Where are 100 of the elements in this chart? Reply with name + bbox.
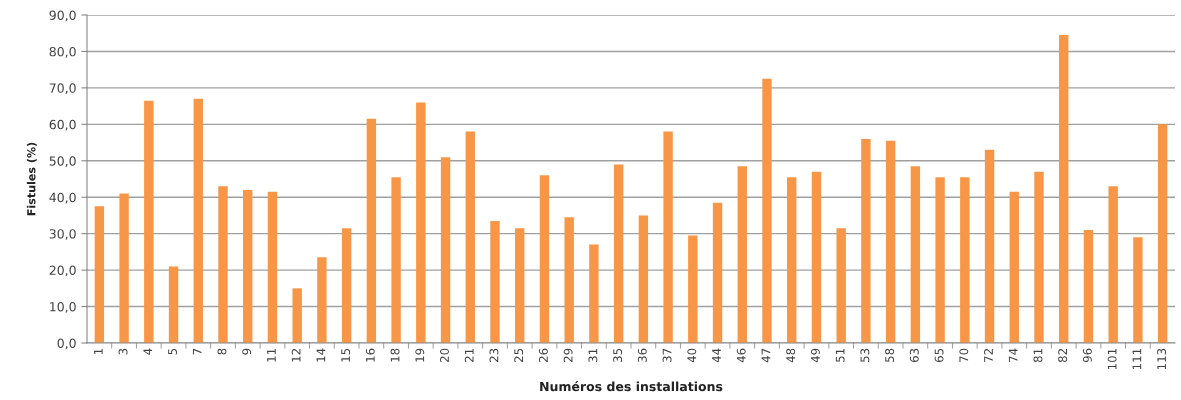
x-tick-label: 23: [489, 348, 499, 363]
x-tick-label: 21: [464, 348, 474, 363]
x-tick-label: 12: [291, 349, 301, 362]
bar: [613, 164, 624, 343]
x-tick-label: 18: [390, 348, 400, 362]
x-tick-label: 47: [761, 348, 771, 363]
bar: [366, 118, 377, 343]
x-tick-label: 82: [1058, 349, 1068, 363]
bar: [119, 193, 129, 343]
bar: [836, 228, 846, 343]
x-tick-label: 19: [415, 348, 425, 362]
x-tick-label: 40: [687, 348, 697, 363]
y-tick-label: 40,0: [49, 192, 76, 204]
bar: [539, 175, 550, 343]
bar: [391, 177, 401, 343]
bar: [168, 266, 179, 343]
x-tick-label: 101: [1107, 348, 1117, 370]
bar: [1034, 171, 1044, 343]
x-tick-label: 26: [538, 348, 548, 363]
x-tick-label: 3: [118, 348, 128, 355]
bar: [416, 102, 426, 343]
x-tick-label: 113: [1157, 348, 1167, 370]
x-tick-label: 53: [860, 348, 870, 362]
x-tick-label: 48: [786, 348, 796, 363]
bar: [811, 171, 822, 343]
y-axis-title: Fistules (%): [26, 142, 37, 216]
y-tick-label: 50,0: [49, 156, 76, 167]
bar: [515, 228, 525, 343]
bar: [688, 235, 698, 343]
x-axis-title: Numéros des installations: [540, 381, 723, 392]
bar: [1133, 237, 1143, 343]
bar: [960, 177, 970, 343]
bar: [787, 177, 797, 343]
x-tick-label: 65: [934, 348, 944, 363]
bar: [737, 166, 747, 343]
bar: [638, 215, 649, 343]
x-tick-label: 29: [563, 348, 573, 363]
x-tick-label: 63: [909, 348, 919, 363]
bar: [193, 98, 203, 343]
bar: [984, 149, 995, 343]
x-tick-label: 11: [267, 348, 276, 362]
y-tick-label: 10,0: [50, 302, 76, 313]
y-tick-label: 0,0: [57, 338, 76, 350]
x-tick-label: 4: [143, 348, 153, 355]
bar: [243, 189, 253, 343]
x-tick-label: 35: [613, 348, 623, 362]
bar: [292, 288, 302, 343]
x-tick-label: 49: [810, 348, 820, 363]
bar: [935, 177, 945, 343]
x-tick-label: 7: [192, 348, 202, 355]
bar: [589, 244, 599, 343]
x-tick-label: 81: [1033, 348, 1043, 363]
x-tick-label: 46: [736, 348, 746, 363]
bar: [94, 206, 105, 343]
bar: [885, 140, 896, 343]
bar: [712, 202, 723, 343]
x-tick-label: 74: [1008, 348, 1018, 362]
bar: [1108, 186, 1118, 343]
bar: [144, 100, 154, 343]
bar: [218, 186, 228, 343]
x-tick-label: 111: [1132, 348, 1142, 370]
x-tick-label: 14: [316, 348, 326, 362]
y-tick-label: 30,0: [49, 229, 76, 240]
x-tick-label: 1: [94, 348, 103, 355]
x-tick-label: 16: [365, 348, 375, 362]
bar: [1009, 191, 1019, 343]
x-tick-label: 31: [588, 348, 598, 362]
x-tick-label: 5: [168, 348, 177, 355]
bar: [861, 138, 871, 343]
y-tick-label: 90,0: [49, 10, 76, 22]
x-tick-label: 72: [984, 349, 993, 362]
y-tick-label: 20,0: [49, 265, 76, 277]
x-tick-label: 20: [440, 348, 449, 363]
bar: [762, 78, 772, 343]
bar: [1083, 230, 1094, 343]
bar: [490, 220, 500, 343]
bar: [1059, 35, 1069, 343]
y-tick-label: 70,0: [49, 83, 76, 95]
x-tick-label: 15: [341, 348, 351, 362]
x-tick-label: 70: [959, 348, 969, 362]
x-tick-label: 51: [835, 348, 845, 362]
x-tick-label: 96: [1082, 348, 1092, 363]
y-tick-label: 60,0: [49, 119, 76, 131]
x-tick-label: 58: [885, 348, 895, 362]
bar: [465, 131, 475, 343]
bar: [267, 191, 278, 343]
x-tick-label: 36: [637, 348, 647, 362]
x-tick-label: 37: [662, 348, 672, 362]
bar: [317, 257, 327, 343]
x-tick-label: 8: [217, 348, 227, 355]
bar: [564, 217, 574, 343]
x-tick-label: 25: [514, 348, 524, 363]
bar: [341, 228, 352, 343]
bar: [440, 157, 451, 343]
bar: [663, 131, 673, 343]
x-tick-label: 44: [712, 348, 721, 363]
bar: [1157, 124, 1168, 343]
y-tick-label: 80,0: [49, 46, 76, 58]
x-tick-label: 9: [242, 348, 252, 355]
bar: [910, 166, 921, 343]
